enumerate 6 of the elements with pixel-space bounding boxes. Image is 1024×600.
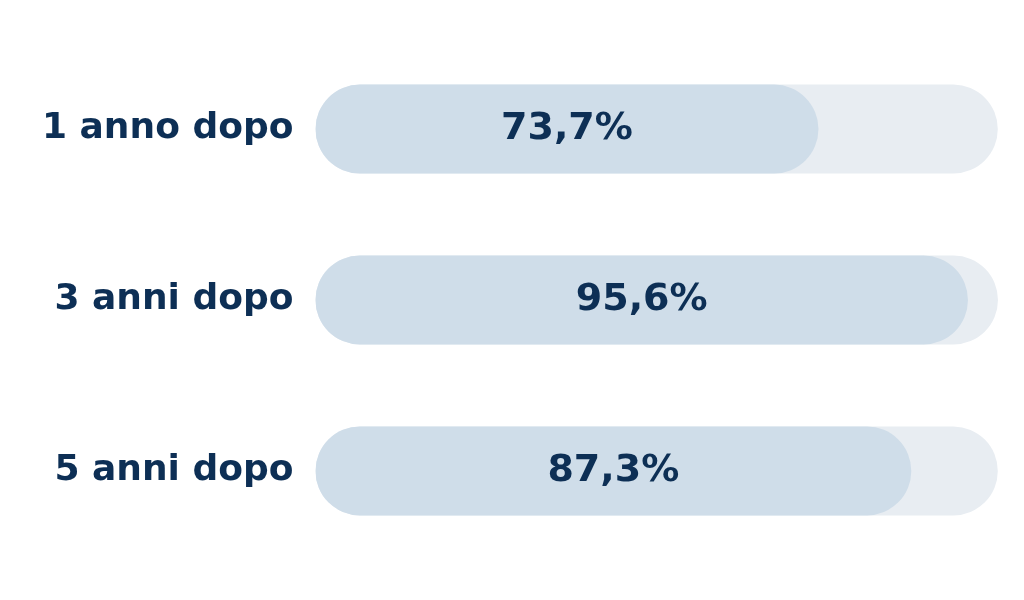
data-label: 73,7% [501, 103, 633, 148]
data-label: 95,6% [575, 274, 708, 319]
y-tick-label: 5 anni dopo [54, 447, 294, 489]
y-tick-label: 3 anni dopo [54, 276, 294, 318]
y-tick-label: 1 anno dopo [42, 105, 294, 147]
data-label: 87,3% [547, 445, 680, 490]
